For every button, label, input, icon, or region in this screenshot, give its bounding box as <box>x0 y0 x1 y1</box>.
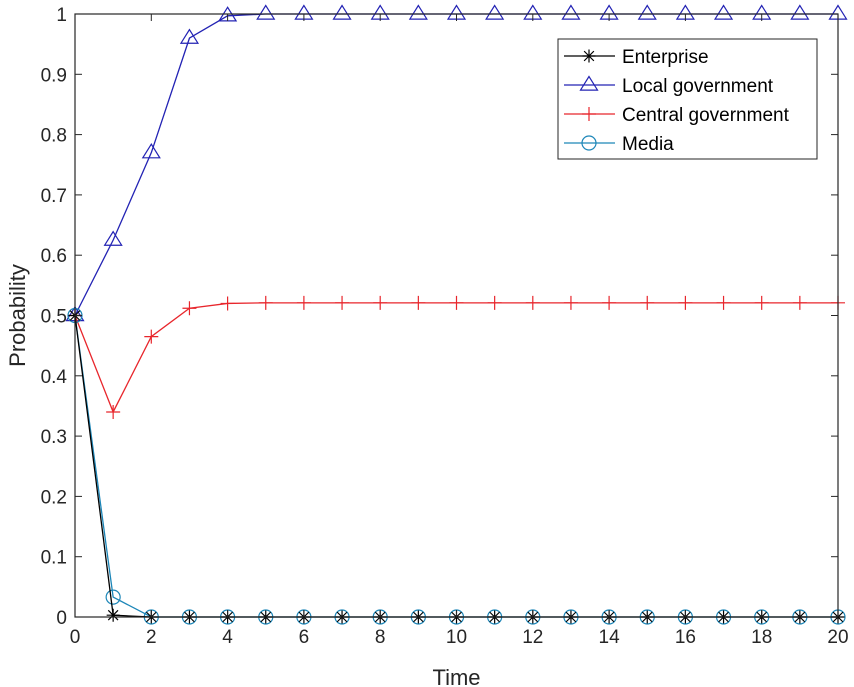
y-tick-label: 0.1 <box>41 548 67 569</box>
data-point-central-government <box>373 295 388 310</box>
x-tick-label: 2 <box>146 627 157 648</box>
legend-label-media: Media <box>622 134 674 155</box>
data-point-central-government <box>182 301 197 316</box>
data-point-central-government <box>754 295 769 310</box>
y-tick-label: 0.5 <box>41 307 67 328</box>
data-point-central-government <box>220 296 235 311</box>
data-point-local-government <box>141 143 161 159</box>
data-point-enterprise <box>106 608 120 622</box>
legend-marker-local-government <box>579 75 599 91</box>
y-tick-label: 0.2 <box>41 487 67 508</box>
y-tick-label: 0.7 <box>41 186 67 207</box>
legend-entries: Enterprise Local government Central govern… <box>564 47 790 155</box>
legend-label-enterprise: Enterprise <box>622 47 709 68</box>
data-point-central-government <box>487 295 502 310</box>
data-point-local-government <box>408 4 428 20</box>
data-point-media <box>105 589 121 605</box>
data-point-central-government <box>335 295 350 310</box>
x-tick-label: 20 <box>827 627 848 648</box>
data-point-local-government <box>485 4 505 20</box>
data-point-central-government <box>640 295 655 310</box>
x-tick-label: 8 <box>375 627 386 648</box>
data-point-central-government <box>258 295 273 310</box>
legend-label-central-government: Central government <box>622 105 790 126</box>
y-tick-label: 0.3 <box>41 427 67 448</box>
legend-entry-local-government: Local government <box>564 75 774 97</box>
x-tick-label: 0 <box>70 627 81 648</box>
data-point-central-government <box>602 295 617 310</box>
x-axis-label: Time <box>432 665 480 687</box>
legend-marker-media <box>581 135 597 151</box>
y-axis-label: Probability <box>5 264 30 367</box>
data-point-central-government <box>525 295 540 310</box>
data-point-central-government <box>792 295 807 310</box>
data-point-local-government <box>637 4 657 20</box>
data-point-central-government <box>296 295 311 310</box>
data-point-central-government <box>144 329 159 344</box>
data-point-central-government <box>411 295 426 310</box>
data-point-local-government <box>256 4 276 20</box>
legend-marker-enterprise <box>582 49 596 63</box>
data-point-central-government <box>563 295 578 310</box>
x-tick-label: 18 <box>751 627 772 648</box>
data-point-local-government <box>561 4 581 20</box>
y-tick-label: 0.8 <box>41 126 67 147</box>
x-tick-label: 16 <box>675 627 696 648</box>
x-tick-label: 10 <box>446 627 467 648</box>
data-point-central-government <box>716 295 731 310</box>
legend-label-local-government: Local government <box>622 76 774 97</box>
legend-entry-central-government: Central government <box>564 105 790 126</box>
x-tick-label: 14 <box>599 627 621 648</box>
data-point-central-government <box>678 295 693 310</box>
y-tick-label: 0.9 <box>41 65 67 86</box>
data-point-local-government <box>790 4 810 20</box>
x-tick-label: 4 <box>222 627 233 648</box>
axis-ticks: 0 2 4 6 8 10 12 14 16 18 20 0 0.1 0.2 0.3 0.4 0.5 0.6 0.7 0… <box>41 5 849 648</box>
y-tick-label: 0.6 <box>41 246 67 267</box>
data-point-central-government <box>106 404 121 419</box>
data-point-local-government <box>103 230 123 246</box>
data-point-local-government <box>179 28 200 44</box>
y-tick-label: 0.4 <box>41 367 68 388</box>
legend-marker-central-government <box>582 107 596 121</box>
series-central-government <box>68 295 845 419</box>
legend: Enterprise Local government Central govern… <box>557 38 818 160</box>
data-point-local-government <box>713 4 734 20</box>
data-point-local-government <box>332 4 352 20</box>
legend-entry-enterprise: Enterprise <box>564 47 709 68</box>
legend-box <box>557 38 818 160</box>
legend-entry-media: Media <box>564 134 674 155</box>
x-tick-label: 12 <box>522 627 543 648</box>
x-tick-label: 6 <box>299 627 310 648</box>
y-tick-label: 1 <box>56 5 67 26</box>
data-point-central-government <box>449 295 464 310</box>
y-tick-label: 0 <box>56 608 67 629</box>
